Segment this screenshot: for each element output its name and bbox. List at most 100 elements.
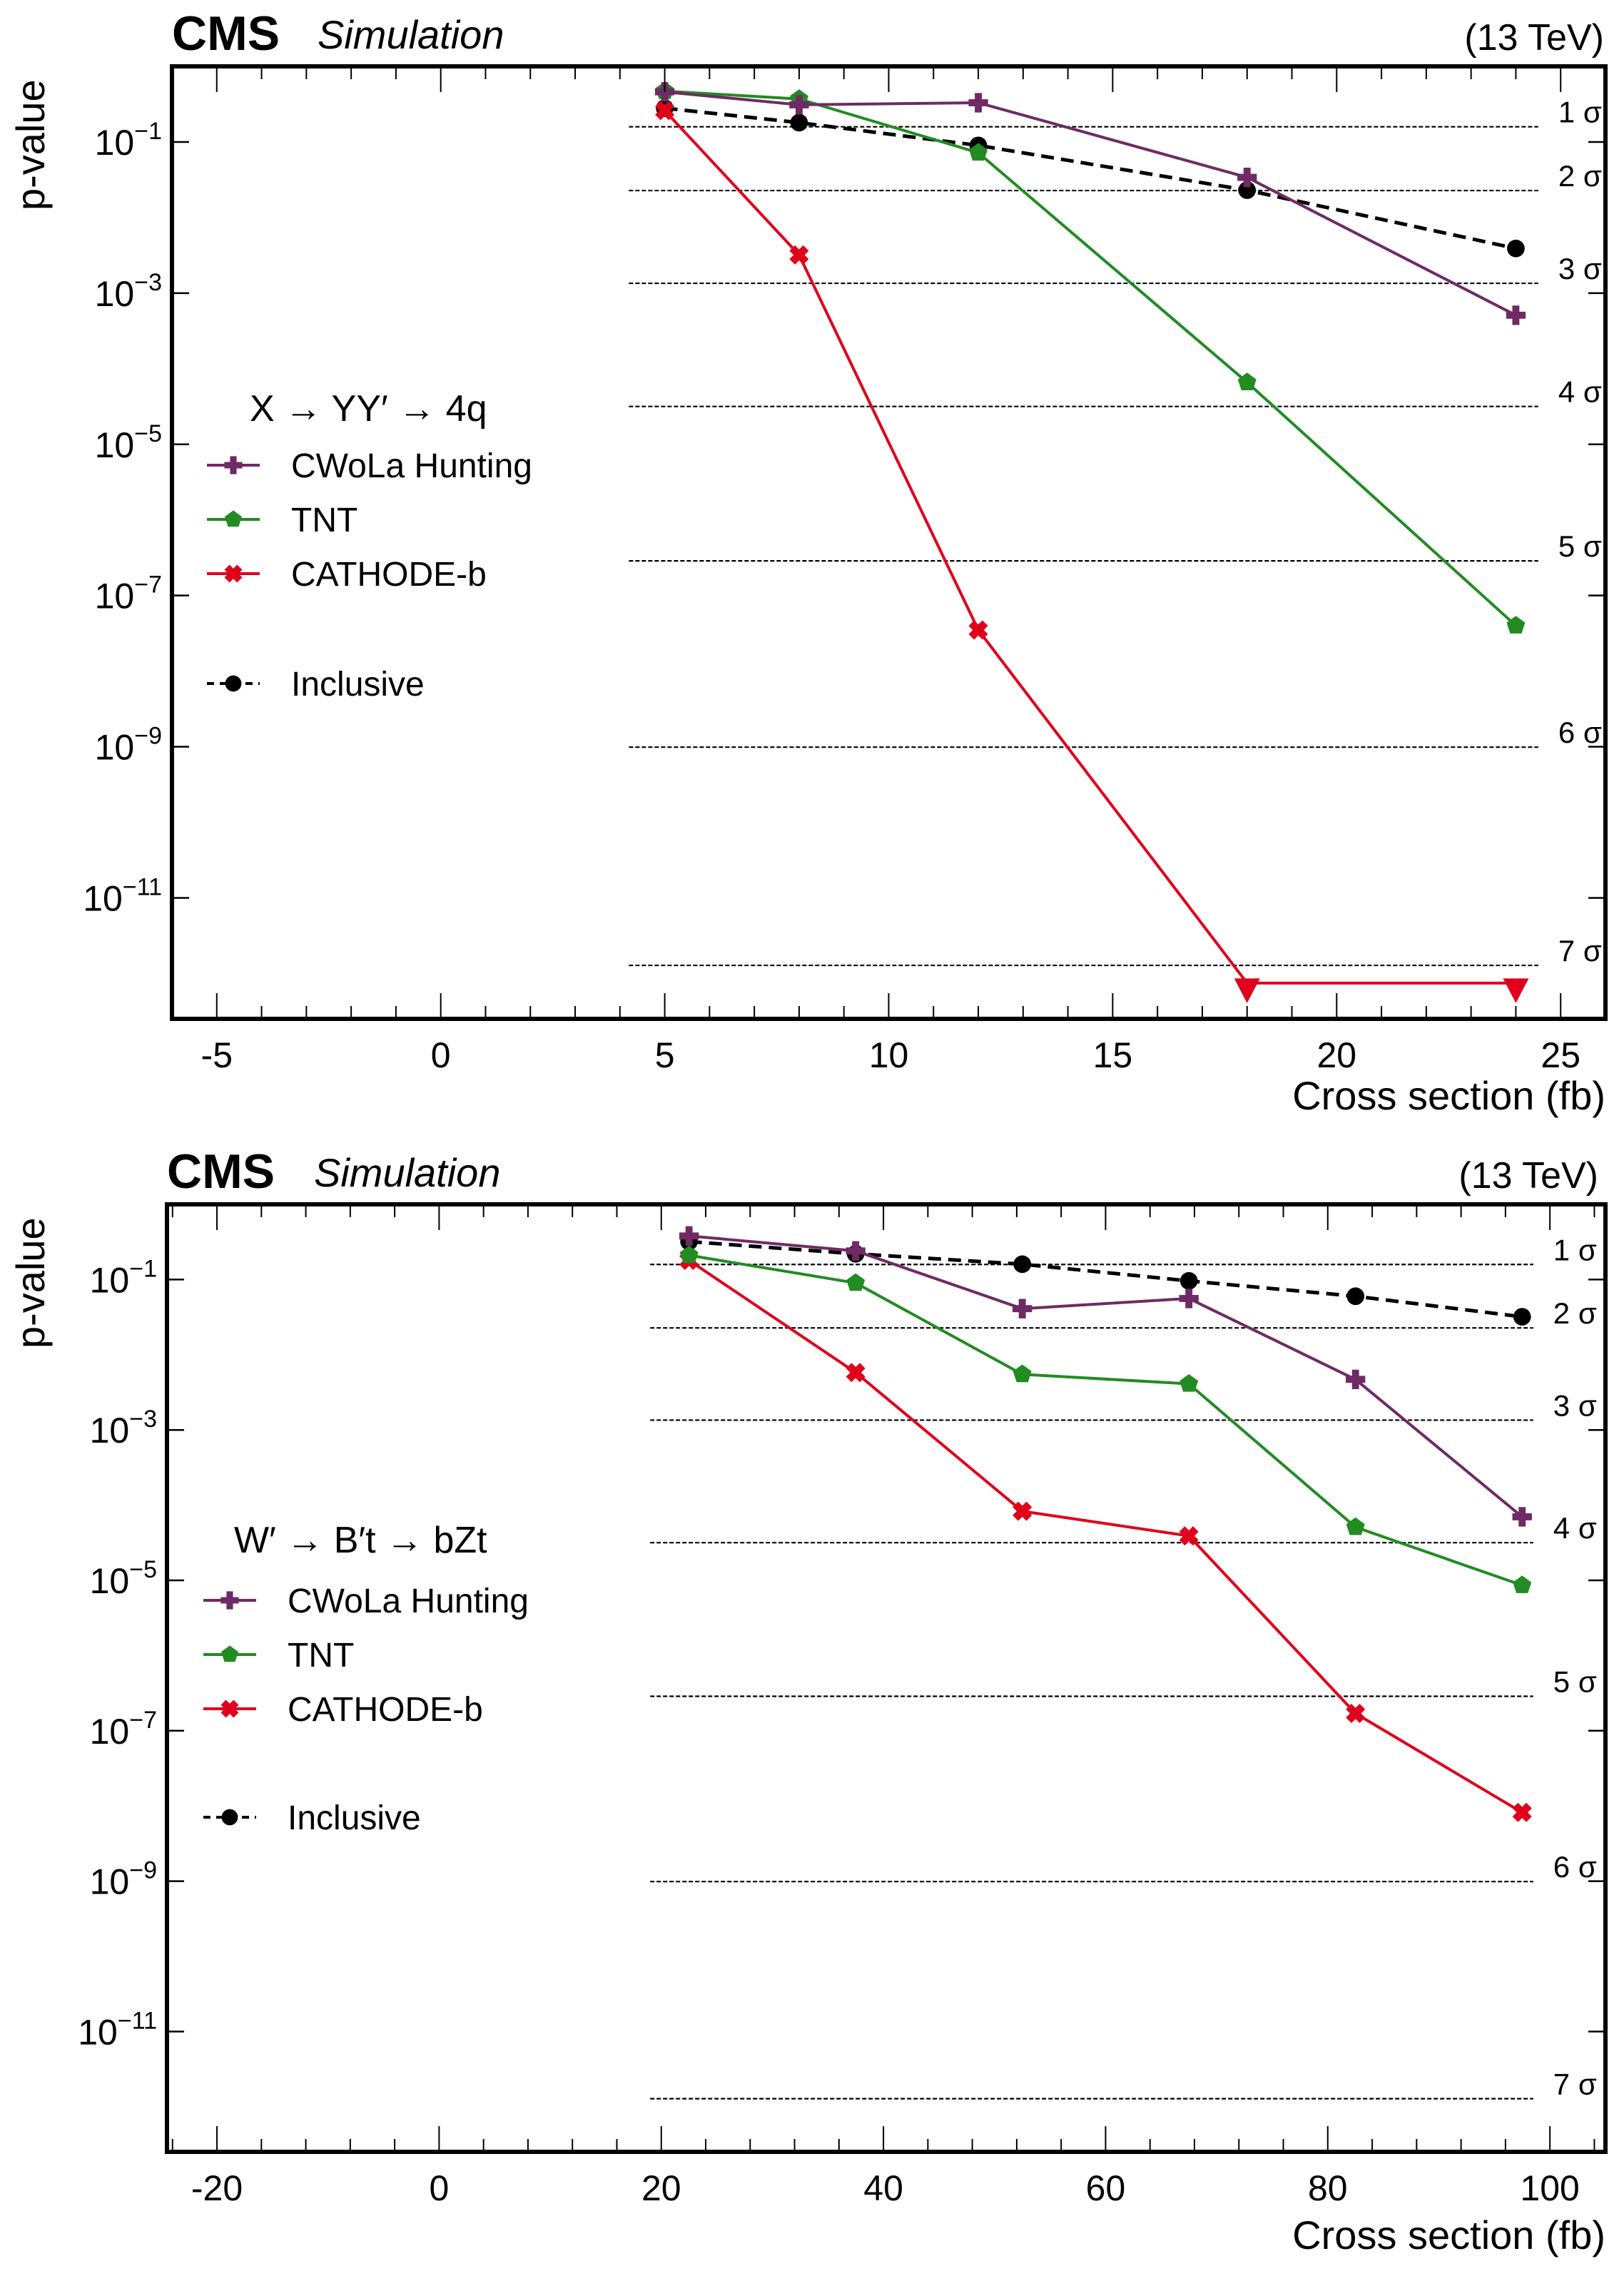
simulation-label: Simulation xyxy=(314,1150,500,1195)
x-tick-label: 10 xyxy=(869,1035,909,1075)
series-cwola xyxy=(679,1226,1532,1527)
data-point xyxy=(1013,1255,1032,1274)
y-axis-title: p-value xyxy=(8,79,53,210)
x-tick-label: -5 xyxy=(201,1035,233,1075)
sigma-label: 1 σ xyxy=(1558,96,1602,129)
data-point xyxy=(789,95,809,115)
plot-area: 1 σ 2 σ 3 σ 4 σ 5 σ 6 σ 7 σ -5 0 5 10 15 20 25 10−1 10−… xyxy=(83,64,1608,1075)
legend-marker xyxy=(224,564,243,583)
series-line xyxy=(664,109,1516,985)
plot-area: 1 σ 2 σ 3 σ 4 σ 5 σ 6 σ 7 σ -20 0 20 40 60 80 100 10−1… xyxy=(78,1202,1608,2208)
data-point xyxy=(1179,1289,1199,1309)
data-point xyxy=(1237,167,1257,188)
legend-label: CWoLa Hunting xyxy=(291,447,532,485)
legend-title: X → YY′ → 4q xyxy=(250,388,487,430)
series-line xyxy=(688,1259,1523,1814)
simulation-label: Simulation xyxy=(318,12,504,57)
legend-item-cathode: CATHODE-b xyxy=(207,556,487,594)
legend-label: CATHODE-b xyxy=(288,1691,483,1729)
data-point xyxy=(1013,1299,1032,1319)
upper-limit-marker xyxy=(1234,978,1260,1003)
legend-marker-shape xyxy=(224,564,243,583)
energy-label: (13 TeV) xyxy=(1458,1155,1598,1197)
legend-marker xyxy=(220,1700,239,1718)
x-axis-title: Cross section (fb) xyxy=(1292,2212,1605,2257)
legend-title: W′ → B′t → bZt xyxy=(234,1520,487,1561)
series-inclusive xyxy=(656,99,1525,258)
y-tick-label: 10−5 xyxy=(90,1556,157,1601)
legend-marker xyxy=(220,1591,239,1610)
legend-item-tnt: TNT xyxy=(207,502,357,539)
x-tick-label: 0 xyxy=(431,1035,451,1075)
cms-label: CMS xyxy=(167,1144,275,1199)
legend: W′ → B′t → bZt CWoLa Hunting TNT CATHODE-b… xyxy=(203,1520,529,1837)
data-point xyxy=(789,245,809,265)
y-tick-label: 10−9 xyxy=(90,1857,157,1902)
data-point xyxy=(1346,1703,1366,1724)
legend-label: Inclusive xyxy=(288,1799,421,1837)
data-point xyxy=(1179,1526,1199,1546)
data-point xyxy=(1179,1374,1199,1392)
cms-label: CMS xyxy=(172,6,280,61)
legend-label: TNT xyxy=(291,502,357,539)
y-tick-label: 10−9 xyxy=(95,723,162,768)
data-point xyxy=(1346,1517,1365,1535)
sigma-label: 4 σ xyxy=(1558,375,1602,409)
data-point-shape xyxy=(1512,1802,1532,1822)
data-point-shape xyxy=(1013,1501,1032,1521)
data-point-shape xyxy=(1346,1703,1366,1724)
legend-item-cwola: CWoLa Hunting xyxy=(203,1582,529,1620)
series-line xyxy=(664,106,1516,250)
x-tick-label: 20 xyxy=(641,2168,681,2208)
sigma-label: 4 σ xyxy=(1553,1511,1597,1545)
legend-marker xyxy=(225,675,242,692)
series-cwola xyxy=(654,82,1526,325)
x-tick-label: 15 xyxy=(1093,1035,1133,1075)
sigma-label: 5 σ xyxy=(1553,1665,1597,1699)
data-point xyxy=(1506,616,1526,634)
sigma-label: 6 σ xyxy=(1558,716,1602,749)
data-point xyxy=(1238,181,1257,199)
y-tick-label: 10−7 xyxy=(90,1707,157,1752)
data-point xyxy=(1513,1308,1531,1326)
y-tick-label: 10−11 xyxy=(78,2007,157,2052)
series-line xyxy=(689,1239,1523,1319)
data-point xyxy=(679,1245,699,1264)
x-axis-title: Cross section (fb) xyxy=(1292,1073,1605,1118)
data-point xyxy=(846,1363,866,1383)
legend-marker xyxy=(221,1809,238,1826)
data-point xyxy=(679,1226,699,1246)
data-point xyxy=(968,620,988,640)
legend-label: Inclusive xyxy=(291,666,425,703)
upper-limit-marker xyxy=(1503,978,1529,1003)
data-point-shape xyxy=(846,1363,866,1383)
series-cathode xyxy=(679,1250,1532,1822)
x-tick-label: 80 xyxy=(1308,2168,1348,2208)
data-point xyxy=(1512,1802,1532,1822)
legend-label: TNT xyxy=(288,1637,354,1675)
x-tick-label: 100 xyxy=(1520,2168,1579,2208)
data-point xyxy=(1346,1369,1366,1390)
energy-label: (13 TeV) xyxy=(1464,17,1604,59)
sigma-label: 1 σ xyxy=(1553,1233,1597,1266)
data-point xyxy=(1179,1271,1198,1290)
y-tick-label: 10−11 xyxy=(83,873,162,918)
data-point xyxy=(655,101,675,121)
data-point-shape xyxy=(1179,1526,1199,1546)
legend-item-inclusive: Inclusive xyxy=(203,1799,421,1837)
data-point xyxy=(1013,1501,1032,1521)
y-tick-label: 10−7 xyxy=(95,571,162,616)
data-point xyxy=(1512,1507,1532,1527)
sigma-label: 2 σ xyxy=(1558,159,1602,193)
data-point xyxy=(1346,1287,1365,1306)
data-point xyxy=(790,113,808,132)
x-tick-label: 40 xyxy=(863,2168,903,2208)
plot-frame xyxy=(170,64,1608,1021)
panel-bottom: CMS Simulation (13 TeV) p-value Cross se… xyxy=(8,1144,1608,2257)
data-point xyxy=(846,1241,866,1261)
legend-marker-shape xyxy=(220,1700,239,1718)
y-tick-label: 10−1 xyxy=(90,1255,157,1300)
series-tnt xyxy=(679,1245,1532,1593)
legend-item-inclusive: Inclusive xyxy=(207,666,425,703)
